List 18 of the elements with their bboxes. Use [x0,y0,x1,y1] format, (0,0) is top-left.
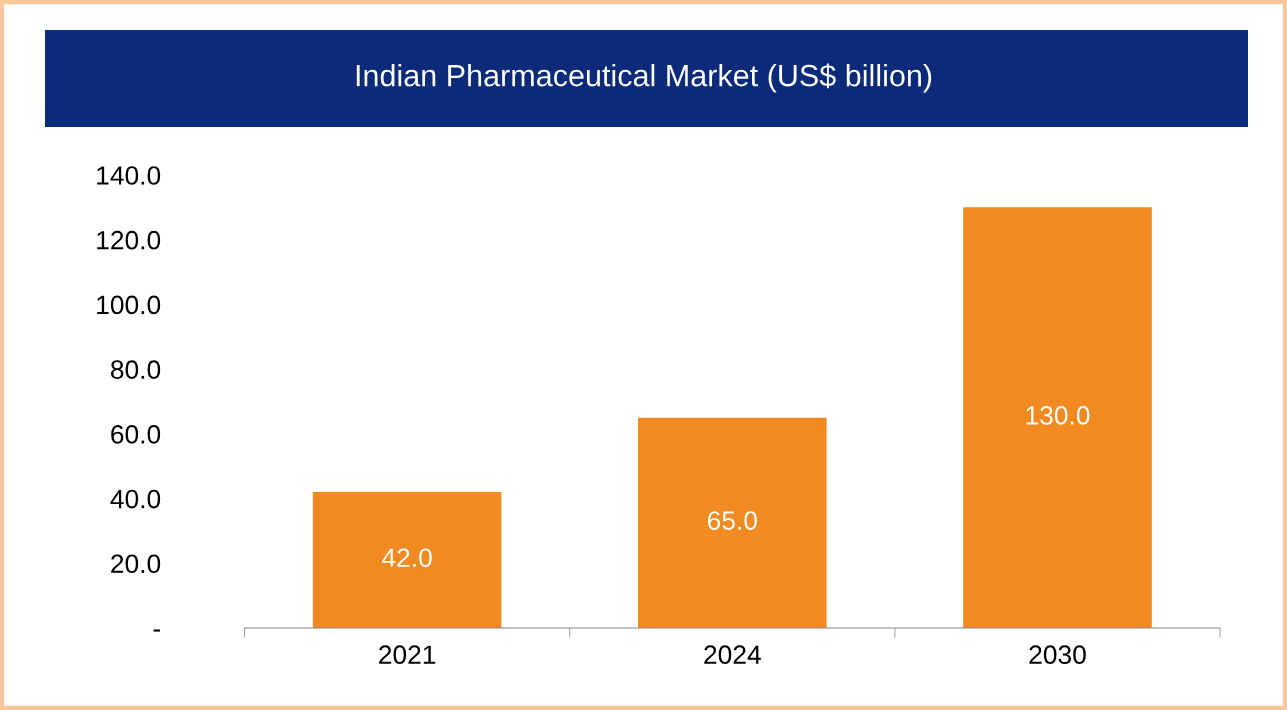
chart-title: Indian Pharmaceutical Market (US$ billion) [356,63,932,93]
y-tick-label: 120.0 [97,230,161,250]
bar [963,207,1152,628]
y-tick-label: 60.0 [111,425,161,444]
data-label: 42.0 [382,548,432,568]
x-tick-label: 2024 [704,645,761,665]
data-label: 130.0 [1026,406,1090,425]
bar [312,492,502,628]
y-tick-label: - [153,629,161,632]
bar [638,417,827,628]
x-tick-label: 2021 [379,645,436,665]
y-tick-label: 140.0 [97,166,161,185]
y-tick-label: 20.0 [111,554,161,574]
y-tick-label: 40.0 [110,489,161,509]
y-tick-label: 80.0 [110,360,161,379]
x-tick-label: 2030 [1029,645,1086,665]
data-label: 65.0 [707,511,757,530]
y-tick-label: 100.0 [97,295,161,315]
